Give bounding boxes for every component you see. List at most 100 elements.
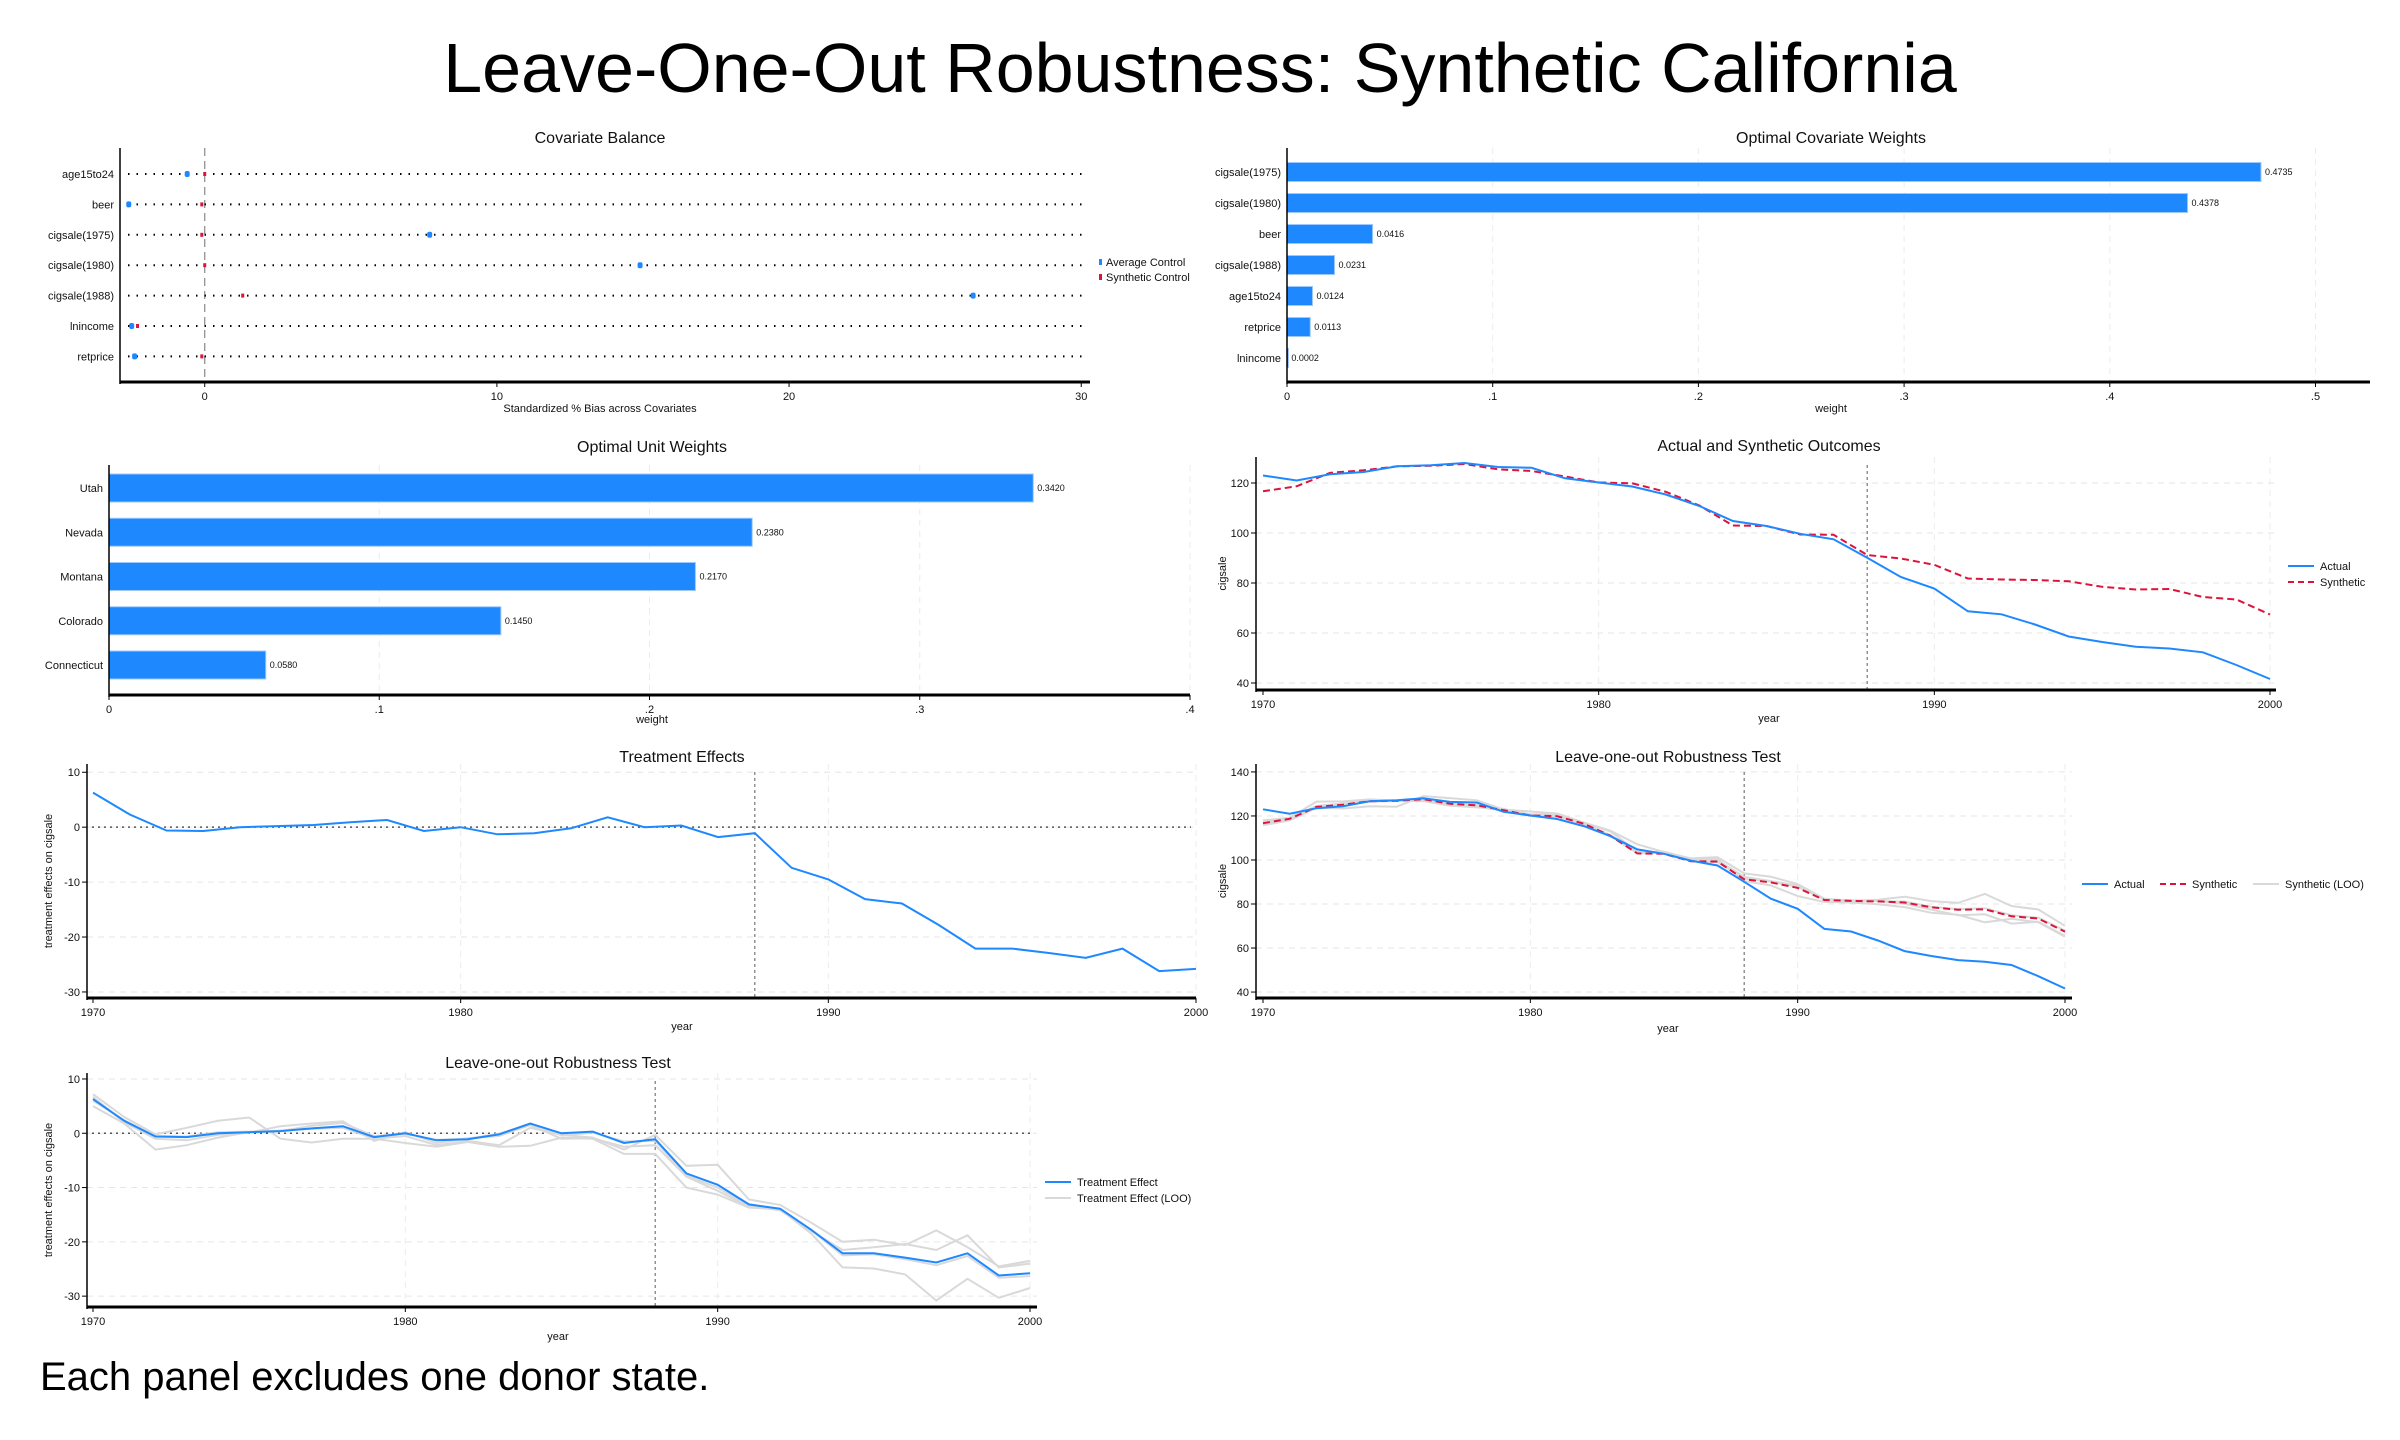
point-synthetic-control bbox=[200, 354, 204, 359]
chart-title: Actual and Synthetic Outcomes bbox=[1657, 438, 1880, 455]
x-tick-label: .2 bbox=[645, 704, 654, 716]
bar bbox=[108, 650, 267, 680]
y-tick-label: 10 bbox=[68, 1074, 80, 1086]
series-treatment-effect bbox=[92, 791, 1197, 973]
category-label: Utah bbox=[80, 483, 103, 495]
x-tick-label: 1990 bbox=[816, 1007, 840, 1019]
x-tick-label: 1990 bbox=[1785, 1007, 1809, 1019]
x-tick-label: 1990 bbox=[1922, 699, 1946, 711]
legend-label: Synthetic (LOO) bbox=[2285, 879, 2364, 891]
figure-title: Leave-One-Out Robustness: Synthetic Cali… bbox=[443, 29, 1957, 107]
point-synthetic-control bbox=[203, 172, 207, 176]
y-tick-label: -30 bbox=[64, 987, 80, 999]
y-tick-label: 60 bbox=[1237, 943, 1249, 955]
y-tick-label: -10 bbox=[64, 877, 80, 889]
chart-title: Leave-one-out Robustness Test bbox=[1555, 749, 1781, 766]
chart-title: Treatment Effects bbox=[619, 749, 744, 766]
bar bbox=[1286, 255, 1336, 275]
bar-value-label: 0.0113 bbox=[1314, 322, 1341, 332]
bar-value-label: 0.2380 bbox=[756, 527, 784, 537]
bar-value-label: 0.0580 bbox=[270, 660, 298, 670]
category-label: Connecticut bbox=[45, 660, 103, 672]
bar-value-label: 0.0002 bbox=[1291, 353, 1319, 363]
chart-treatment-effects: Treatment Effects -30 -20 -10 0 10 1970 1980 199… bbox=[43, 749, 1208, 1033]
bar-value-label: 0.2170 bbox=[699, 572, 727, 582]
bar-value-label: 0.0416 bbox=[1377, 229, 1405, 239]
bar-value-label: 0.4378 bbox=[2192, 198, 2220, 208]
bar-value-label: 0.4735 bbox=[2265, 167, 2293, 177]
chart-loo-treatment-effects: Leave-one-out Robustness Test -30 -20 -10 0 1… bbox=[43, 1055, 1191, 1343]
y-axis-label: treatment effects on cigsale bbox=[43, 814, 55, 948]
x-tick-label: 1970 bbox=[81, 1007, 105, 1019]
legend-label: Treatment Effect bbox=[1077, 1177, 1158, 1189]
category-label: retprice bbox=[77, 351, 114, 363]
x-axis-label: year bbox=[1758, 713, 1780, 725]
category-label: beer bbox=[92, 199, 114, 211]
series-actual bbox=[1262, 797, 2066, 990]
bar-value-label: 0.0231 bbox=[1339, 260, 1367, 270]
point-average-control bbox=[126, 201, 132, 208]
x-tick-label: 2000 bbox=[1184, 1007, 1208, 1019]
x-tick-label: 2000 bbox=[2053, 1007, 2077, 1019]
bar bbox=[108, 606, 502, 636]
bar-value-label: 0.0124 bbox=[1317, 291, 1345, 301]
chart-unit-weights: Optimal Unit Weights Utah 0.3420 Nevada 0.23… bbox=[45, 439, 1195, 726]
point-synthetic-control bbox=[203, 263, 207, 268]
chart-title: Leave-one-out Robustness Test bbox=[445, 1055, 671, 1072]
x-tick-label: 10 bbox=[491, 391, 503, 403]
x-tick-label: 0 bbox=[202, 391, 208, 403]
y-tick-label: 40 bbox=[1237, 987, 1249, 999]
y-tick-label: 80 bbox=[1237, 578, 1249, 590]
point-average-control bbox=[427, 231, 433, 238]
y-tick-label: 40 bbox=[1237, 678, 1249, 690]
chart-loo-outcomes: Leave-one-out Robustness Test 40 60 80 100 12… bbox=[1217, 749, 2364, 1035]
bar bbox=[1286, 286, 1314, 306]
series-actual bbox=[1262, 461, 2271, 680]
bar bbox=[108, 517, 753, 547]
y-tick-label: 120 bbox=[1231, 478, 1249, 490]
bar bbox=[1286, 193, 2189, 213]
bar bbox=[108, 473, 1034, 503]
category-label: lnincome bbox=[1237, 353, 1281, 365]
point-average-control bbox=[637, 262, 643, 269]
series-synthetic-loo bbox=[1262, 799, 2066, 937]
bar bbox=[1286, 162, 2262, 182]
x-tick-label: 1980 bbox=[1518, 1007, 1542, 1019]
x-tick-label: 20 bbox=[783, 391, 795, 403]
y-tick-label: 0 bbox=[74, 1128, 80, 1140]
point-average-control bbox=[129, 323, 135, 329]
legend-label: Actual bbox=[2114, 879, 2145, 891]
x-tick-label: 2000 bbox=[2258, 699, 2282, 711]
figure-footnote: Each panel excludes one donor state. bbox=[40, 1355, 710, 1399]
legend-label: Average Control bbox=[1106, 257, 1185, 269]
x-axis-label: year bbox=[547, 1331, 569, 1343]
chart-title: Optimal Covariate Weights bbox=[1736, 130, 1926, 147]
x-tick-label: 1980 bbox=[1586, 699, 1610, 711]
x-tick-label: .1 bbox=[1488, 391, 1497, 403]
y-tick-label: 10 bbox=[68, 767, 80, 779]
point-synthetic-control bbox=[136, 324, 140, 328]
x-tick-label: 1980 bbox=[448, 1007, 472, 1019]
point-average-control bbox=[132, 353, 138, 360]
category-label: lnincome bbox=[70, 321, 114, 333]
x-tick-label: .4 bbox=[1185, 704, 1194, 716]
category-label: cigsale(1980) bbox=[48, 260, 114, 272]
legend-marker bbox=[1099, 259, 1102, 265]
series-treatment-effect-loo bbox=[92, 1099, 1031, 1279]
x-tick-label: .3 bbox=[915, 704, 924, 716]
y-tick-label: 120 bbox=[1231, 811, 1249, 823]
category-label: Montana bbox=[60, 572, 104, 584]
series-treatment-effect bbox=[92, 1098, 1031, 1277]
legend-marker bbox=[1099, 274, 1102, 280]
category-label: cigsale(1975) bbox=[1215, 167, 1281, 179]
y-tick-label: 0 bbox=[74, 822, 80, 834]
chart-covariate-weights: Optimal Covariate Weights cigsale(1975) 0.… bbox=[1215, 130, 2370, 415]
bar-value-label: 0.1450 bbox=[505, 616, 533, 626]
x-tick-label: .2 bbox=[1694, 391, 1703, 403]
category-label: age15to24 bbox=[1229, 291, 1281, 303]
series-synthetic-loo bbox=[1262, 798, 2066, 927]
x-axis-label: year bbox=[671, 1021, 693, 1033]
y-axis-label: treatment effects on cigsale bbox=[43, 1123, 55, 1257]
y-tick-label: -20 bbox=[64, 1237, 80, 1249]
